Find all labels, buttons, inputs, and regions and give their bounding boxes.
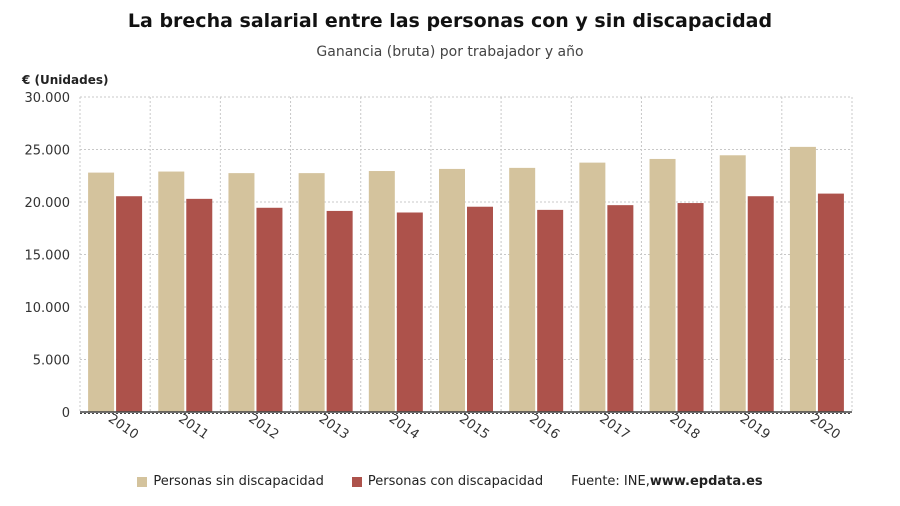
x-tick-label: 2015 xyxy=(456,411,492,442)
bar-sin-discapacidad xyxy=(579,162,606,412)
bar-con-discapacidad xyxy=(677,203,704,412)
bar-con-discapacidad xyxy=(747,196,774,412)
bar-sin-discapacidad xyxy=(789,146,816,412)
x-tick-label: 2010 xyxy=(105,411,141,442)
x-tick-label: 2017 xyxy=(597,411,633,442)
y-tick-label: 0 xyxy=(62,406,70,421)
y-tick-labels: 0 5.000 10.000 15.000 20.000 25.000 30.000 xyxy=(25,91,71,421)
bar-sin-discapacidad xyxy=(88,172,115,412)
bar-sin-discapacidad xyxy=(509,167,536,412)
bar-sin-discapacidad xyxy=(719,155,746,412)
x-tick-label: 2016 xyxy=(526,411,562,442)
y-tick-label: 5.000 xyxy=(33,354,70,369)
source-note: Fuente: INE, www.epdata.es xyxy=(571,474,763,489)
y-tick-label: 25.000 xyxy=(25,144,71,159)
bar-con-discapacidad xyxy=(607,205,634,412)
legend-item-con[interactable]: Personas con discapacidad xyxy=(351,474,544,489)
y-tick-label: 15.000 xyxy=(25,249,71,264)
bar-sin-discapacidad xyxy=(649,158,676,412)
legend-swatch-con xyxy=(351,476,362,487)
x-tick-label: 2019 xyxy=(737,411,773,442)
bar-con-discapacidad xyxy=(537,209,564,412)
chart-subtitle: Ganancia (bruta) por trabajador y año xyxy=(316,44,584,60)
x-tick-label: 2011 xyxy=(175,411,211,442)
bar-sin-discapacidad xyxy=(228,173,255,412)
bar-con-discapacidad xyxy=(186,198,213,412)
y-tick-label: 20.000 xyxy=(25,196,71,211)
source-prefix: Fuente: INE, xyxy=(571,474,650,489)
y-tick-label: 30.000 xyxy=(25,91,71,106)
bars-layer xyxy=(88,146,844,412)
legend-label-con: Personas con discapacidad xyxy=(367,474,544,489)
x-tick-label: 2020 xyxy=(807,411,843,442)
axis-layer xyxy=(80,411,852,414)
bar-sin-discapacidad xyxy=(439,168,465,412)
bar-con-discapacidad xyxy=(326,210,353,412)
bar-con-discapacidad xyxy=(817,193,844,412)
x-tick-label: 2014 xyxy=(386,411,422,442)
bar-chart: 0 5.000 10.000 15.000 20.000 25.000 30.000 201… xyxy=(25,91,853,443)
legend-swatch-sin xyxy=(137,476,148,487)
bar-sin-discapacidad xyxy=(158,171,185,412)
bar-con-discapacidad xyxy=(116,196,143,412)
legend-item-sin[interactable]: Personas sin discapacidad xyxy=(137,474,324,489)
bar-con-discapacidad xyxy=(256,207,283,412)
y-axis-unit-label: € (Unidades) xyxy=(22,73,109,87)
legend: Personas sin discapacidad Personas con d… xyxy=(0,474,900,489)
x-tick-labels: 2010 2011 2012 2013 2014 2015 2016 2017 2018 2019… xyxy=(105,411,843,442)
bar-con-discapacidad xyxy=(467,206,493,412)
x-tick-label: 2013 xyxy=(316,411,352,442)
bar-con-discapacidad xyxy=(396,212,423,412)
x-tick-label: 2018 xyxy=(667,411,703,442)
bar-sin-discapacidad xyxy=(298,173,325,412)
legend-label-sin: Personas sin discapacidad xyxy=(153,474,324,489)
y-tick-label: 10.000 xyxy=(25,301,71,316)
bar-sin-discapacidad xyxy=(368,171,395,412)
chart-title: La brecha salarial entre las personas co… xyxy=(127,10,773,32)
source-link[interactable]: www.epdata.es xyxy=(649,474,763,489)
x-tick-label: 2012 xyxy=(246,411,282,442)
